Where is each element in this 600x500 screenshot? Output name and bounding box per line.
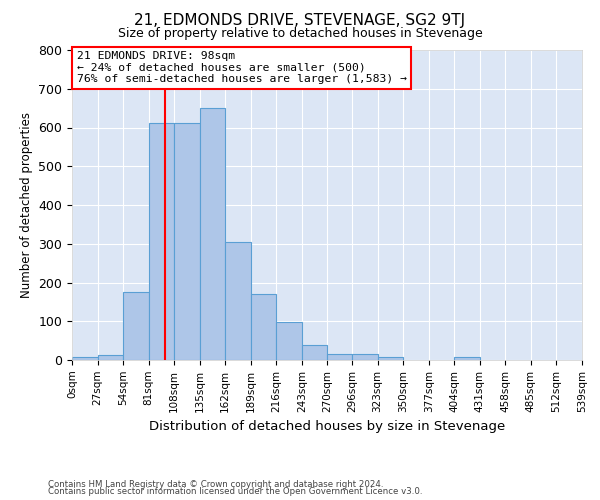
Bar xyxy=(72,357,98,360)
X-axis label: Distribution of detached houses by size in Stevenage: Distribution of detached houses by size … xyxy=(149,420,505,433)
Bar xyxy=(149,123,174,360)
Text: Size of property relative to detached houses in Stevenage: Size of property relative to detached ho… xyxy=(118,28,482,40)
Bar xyxy=(225,242,251,360)
Bar xyxy=(352,354,377,360)
Bar xyxy=(328,354,352,360)
Bar xyxy=(277,322,302,360)
Text: 21, EDMONDS DRIVE, STEVENAGE, SG2 9TJ: 21, EDMONDS DRIVE, STEVENAGE, SG2 9TJ xyxy=(134,12,466,28)
Y-axis label: Number of detached properties: Number of detached properties xyxy=(20,112,33,298)
Bar xyxy=(302,344,328,360)
Bar xyxy=(251,294,277,360)
Text: Contains public sector information licensed under the Open Government Licence v3: Contains public sector information licen… xyxy=(48,488,422,496)
Text: 21 EDMONDS DRIVE: 98sqm
← 24% of detached houses are smaller (500)
76% of semi-d: 21 EDMONDS DRIVE: 98sqm ← 24% of detache… xyxy=(77,51,407,84)
Bar xyxy=(200,108,225,360)
Bar xyxy=(174,123,200,360)
Text: Contains HM Land Registry data © Crown copyright and database right 2024.: Contains HM Land Registry data © Crown c… xyxy=(48,480,383,489)
Bar xyxy=(123,292,149,360)
Bar xyxy=(454,357,480,360)
Bar xyxy=(98,355,123,360)
Bar xyxy=(377,357,403,360)
